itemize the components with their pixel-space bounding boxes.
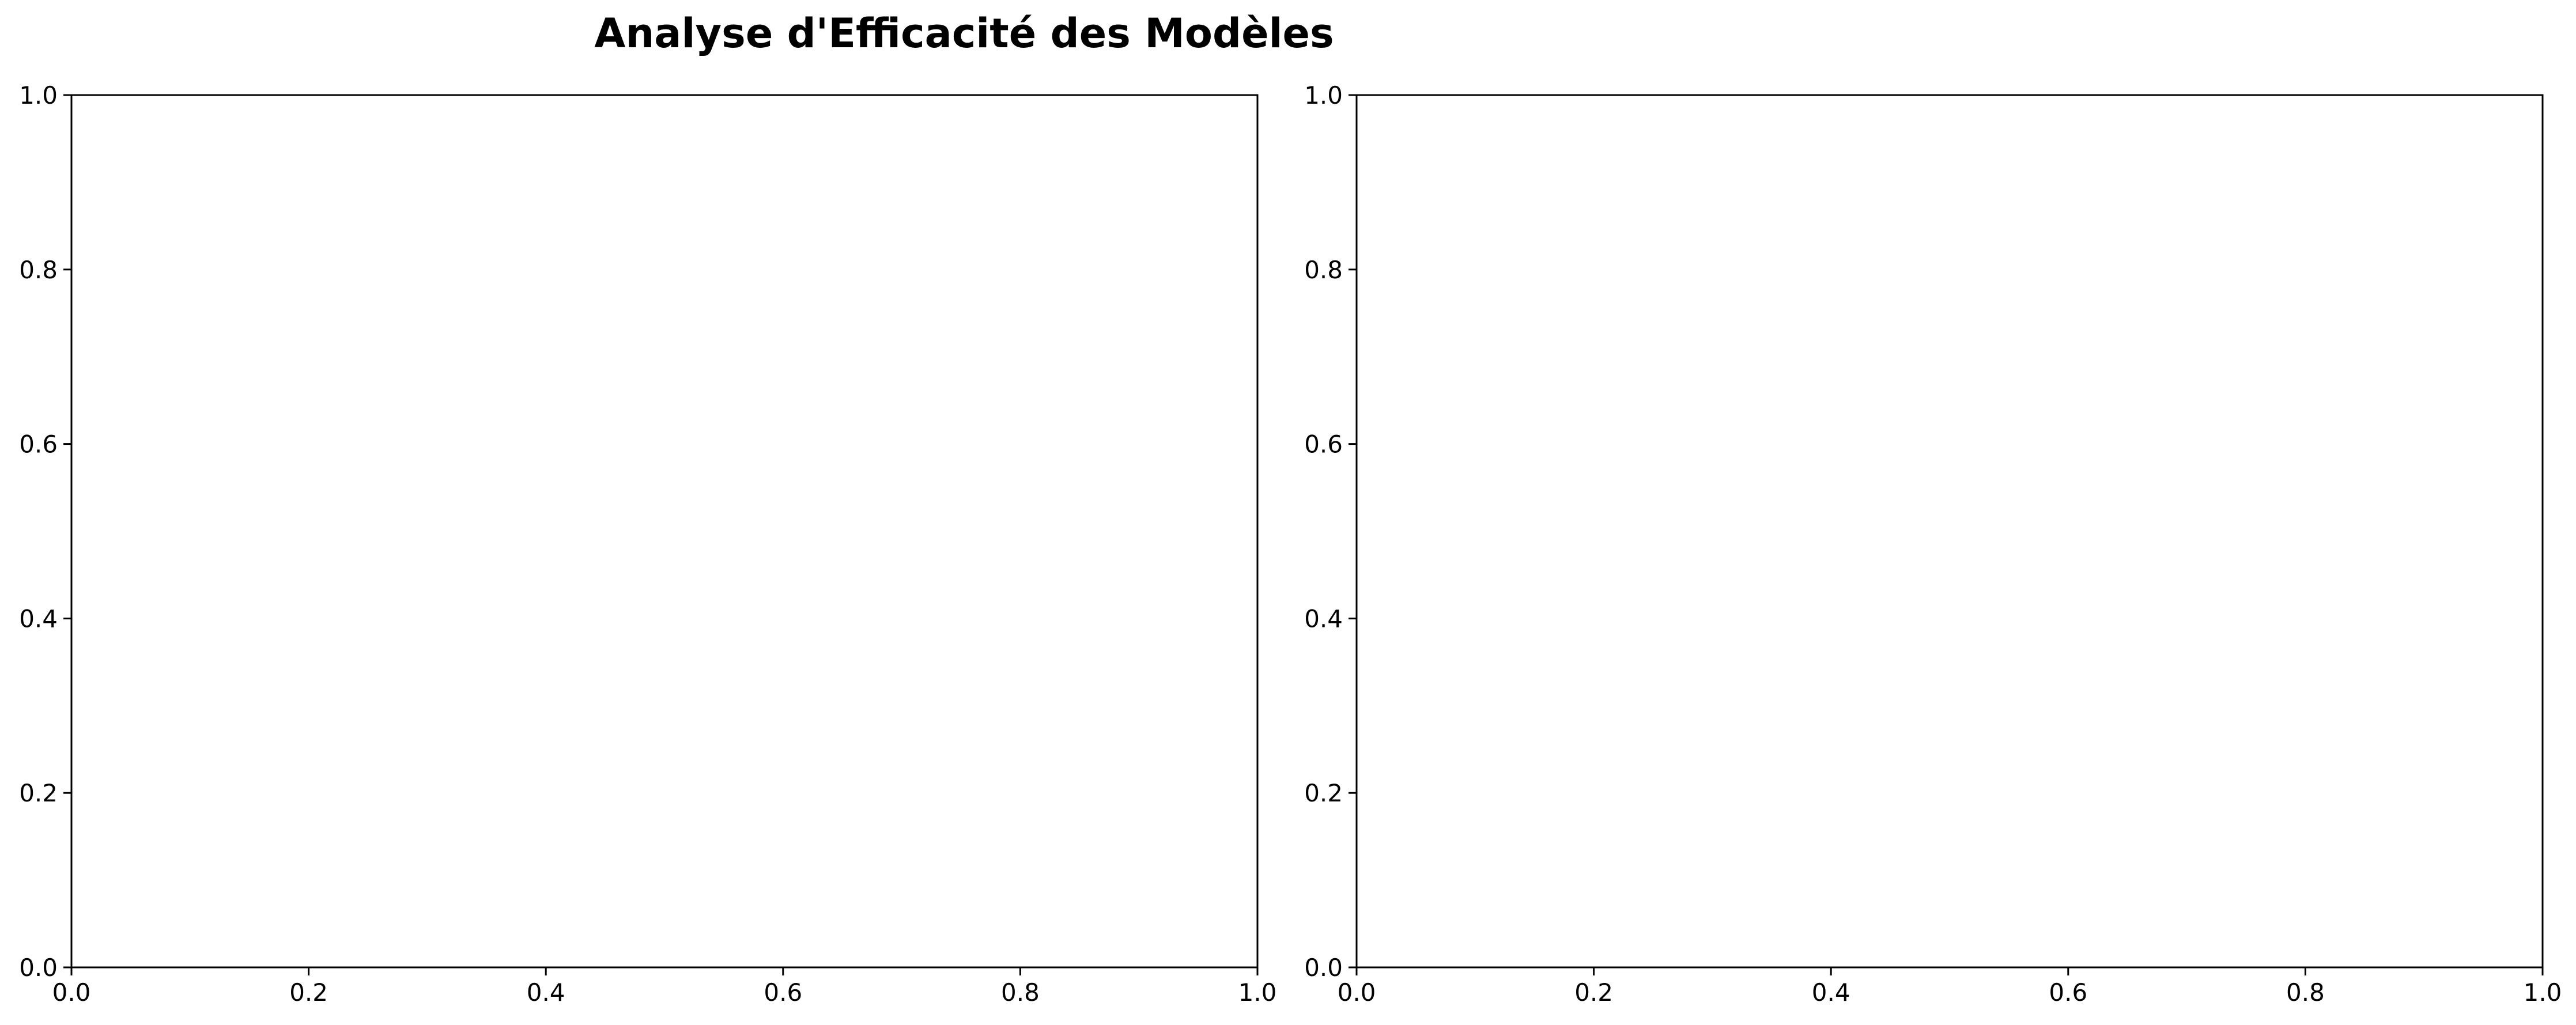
- y-tick-label: 0.0: [1304, 954, 1343, 982]
- right-axes: 0.0 0.2 0.4 0.6 0.8 1.0 0.0 0.2 0.4 0.6 0.8 1.0: [1304, 81, 2562, 1007]
- axes-frame: [1355, 94, 2544, 969]
- x-tick-label: 0.6: [2049, 978, 2087, 1007]
- x-tick-label: 0.2: [1574, 978, 1613, 1007]
- y-tick-label: 0.4: [19, 604, 58, 633]
- x-tick-label: 0.0: [1338, 978, 1376, 1007]
- axes-frame: [70, 94, 1259, 969]
- y-tick-label: 0.8: [19, 256, 58, 284]
- y-tick-label: 1.0: [1304, 81, 1343, 109]
- left-axes: 0.0 0.2 0.4 0.6 0.8 1.0 0.0 0.2 0.4 0.6 0.8 1.0: [19, 81, 1276, 1007]
- x-tick-label: 1.0: [1238, 978, 1277, 1007]
- x-tick-label: 0.4: [527, 978, 565, 1007]
- x-tick-label: 0.8: [2286, 978, 2325, 1007]
- y-tick-label: 1.0: [19, 81, 58, 109]
- x-tick-label: 0.2: [289, 978, 328, 1007]
- x-tick-label: 0.0: [52, 978, 91, 1007]
- x-tick-label: 0.6: [764, 978, 802, 1007]
- y-tick-label: 0.4: [1304, 604, 1343, 633]
- y-tick-label: 0.0: [19, 954, 58, 982]
- y-tick-label: 0.6: [19, 430, 58, 459]
- figure-title: Analyse d'Efficacité des Modèles: [594, 10, 1334, 57]
- y-tick-label: 0.6: [1304, 430, 1343, 459]
- y-tick-label: 0.8: [1304, 256, 1343, 284]
- y-tick-label: 0.2: [19, 779, 58, 807]
- x-tick-label: 0.4: [1812, 978, 1850, 1007]
- y-tick-label: 0.2: [1304, 779, 1343, 807]
- x-tick-label: 1.0: [2524, 978, 2562, 1007]
- x-tick-label: 0.8: [1001, 978, 1040, 1007]
